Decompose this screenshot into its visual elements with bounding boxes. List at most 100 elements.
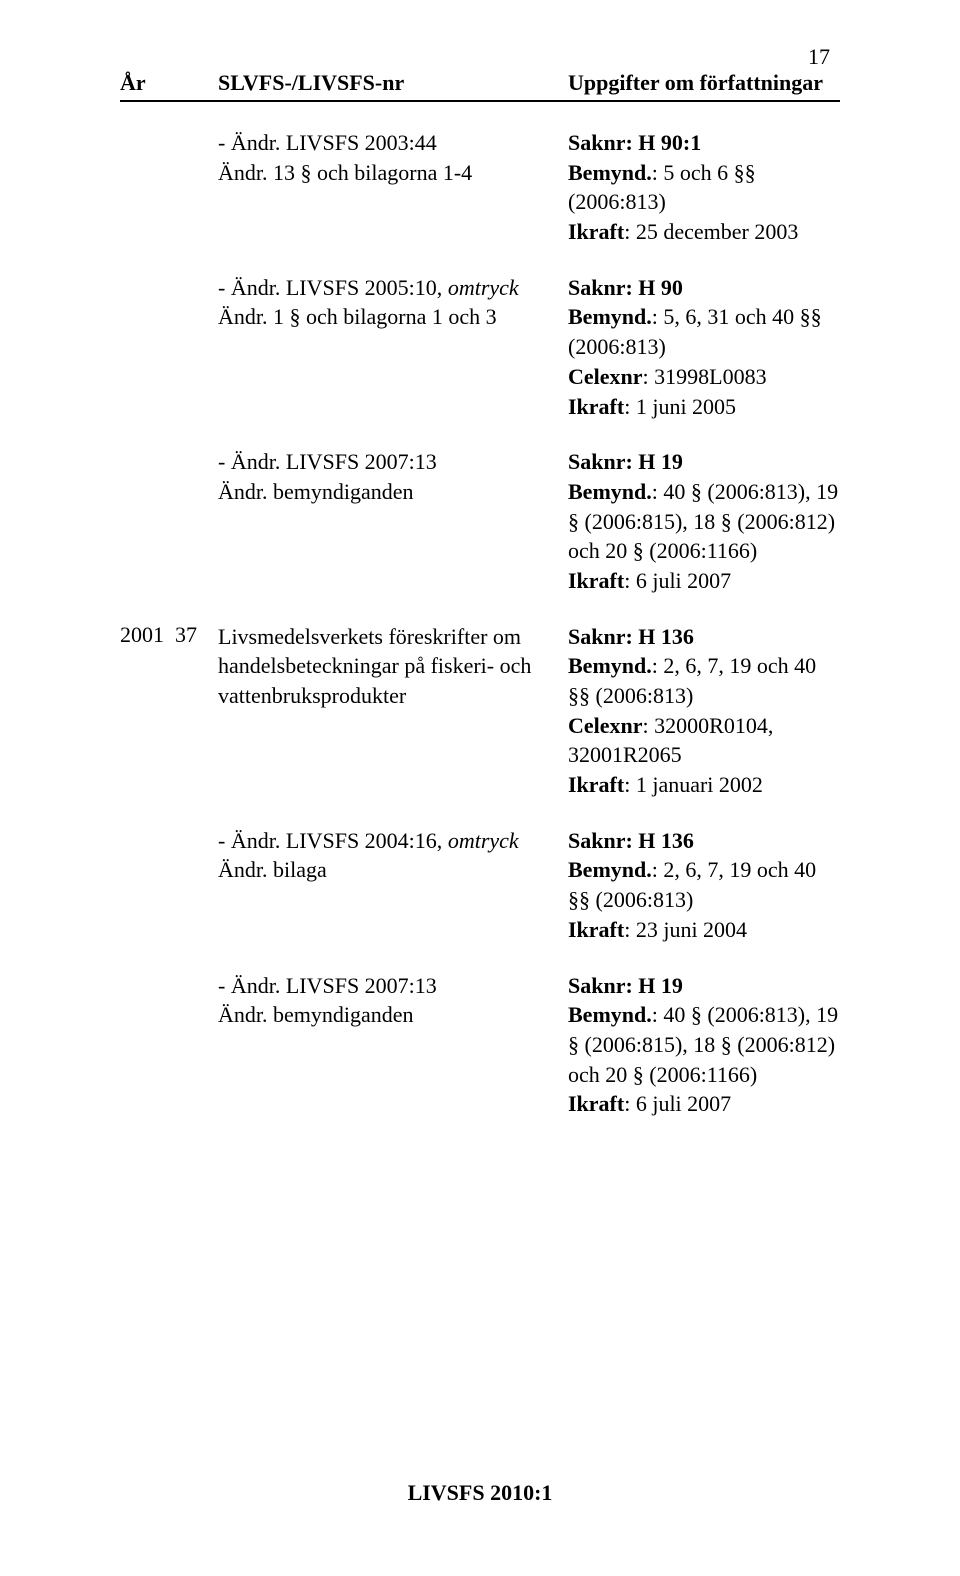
cell-slv: - Ändr. LIVSFS 2003:44 Ändr. 13 § och bi… (218, 128, 568, 247)
ikraft: Ikraft: 25 december 2003 (568, 217, 840, 247)
ikraft-text: : 1 juni 2005 (624, 394, 736, 419)
slv-text: Ändr. LIVSFS 2003:44 (231, 130, 437, 155)
ikraft-label: Ikraft (568, 917, 624, 942)
bemynd: Bemynd.: 40 § (2006:813), 19 § (2006:815… (568, 1000, 840, 1089)
cell-num (175, 826, 218, 945)
bemynd-label: Bemynd. (568, 479, 652, 504)
bemynd-label: Bemynd. (568, 1002, 652, 1027)
cell-year: 2001 (120, 622, 175, 800)
cell-info: Saknr: H 136 Bemynd.: 2, 6, 7, 19 och 40… (568, 622, 840, 800)
saknr: Saknr: H 136 (568, 826, 840, 856)
cell-year (120, 826, 175, 945)
table-row: - Ändr. LIVSFS 2007:13 Ändr. bemyndigand… (120, 447, 840, 595)
bemynd-label: Bemynd. (568, 857, 652, 882)
slv-line: - Ändr. LIVSFS 2004:16, omtryck (218, 826, 548, 856)
slv-line: - Ändr. LIVSFS 2003:44 (218, 128, 548, 158)
cell-year (120, 128, 175, 247)
slv-text: Ändr. LIVSFS 2007:13 (231, 449, 437, 474)
saknr: Saknr: H 19 (568, 447, 840, 477)
cell-num (175, 273, 218, 421)
celex-label: Celexnr (568, 364, 643, 389)
ikraft-text: : 6 juli 2007 (624, 568, 731, 593)
dash: - (218, 275, 231, 300)
slv-line: Ändr. bilaga (218, 855, 548, 885)
ikraft-label: Ikraft (568, 568, 624, 593)
cell-year (120, 971, 175, 1119)
saknr: Saknr: H 90 (568, 273, 840, 303)
bemynd-label: Bemynd. (568, 653, 652, 678)
cell-info: Saknr: H 19 Bemynd.: 40 § (2006:813), 19… (568, 971, 840, 1119)
ikraft: Ikraft: 1 januari 2002 (568, 770, 840, 800)
table-header: År SLVFS-/LIVSFS-nr Uppgifter om författ… (120, 70, 840, 102)
ikraft-text: : 1 januari 2002 (624, 772, 763, 797)
cell-num (175, 128, 218, 247)
celex-text: : 31998L0083 (643, 364, 767, 389)
page-number: 17 (808, 44, 830, 70)
table-row: - Ändr. LIVSFS 2005:10, omtryck Ändr. 1 … (120, 273, 840, 421)
table-row: - Ändr. LIVSFS 2003:44 Ändr. 13 § och bi… (120, 128, 840, 247)
cell-info: Saknr: H 90 Bemynd.: 5, 6, 31 och 40 §§ … (568, 273, 840, 421)
bemynd-label: Bemynd. (568, 160, 652, 185)
slv-text: Ändr. LIVSFS 2005:10, (231, 275, 442, 300)
dash: - (218, 828, 231, 853)
saknr: Saknr: H 136 (568, 622, 840, 652)
bemynd: Bemynd.: 40 § (2006:813), 19 § (2006:815… (568, 477, 840, 566)
cell-slv: - Ändr. LIVSFS 2007:13 Ändr. bemyndigand… (218, 447, 568, 595)
cell-slv: Livsmedelsverkets föreskrifter om handel… (218, 622, 568, 800)
table-row: 2001 37 Livsmedelsverkets föreskrifter o… (120, 622, 840, 800)
dash: - (218, 130, 231, 155)
cell-slv: - Ändr. LIVSFS 2004:16, omtryck Ändr. bi… (218, 826, 568, 945)
header-info: Uppgifter om författningar (568, 70, 840, 96)
cell-num: 37 (175, 622, 218, 800)
ikraft: Ikraft: 1 juni 2005 (568, 392, 840, 422)
ikraft-label: Ikraft (568, 1091, 624, 1116)
ikraft: Ikraft: 6 juli 2007 (568, 566, 840, 596)
header-slv: SLVFS-/LIVSFS-nr (218, 70, 568, 96)
ikraft-text: : 23 juni 2004 (624, 917, 747, 942)
cell-num (175, 971, 218, 1119)
slv-line: - Ändr. LIVSFS 2007:13 (218, 971, 548, 1001)
slv-text-italic: omtryck (442, 275, 518, 300)
slv-line: - Ändr. LIVSFS 2007:13 (218, 447, 548, 477)
header-year: År (120, 70, 175, 96)
ikraft-label: Ikraft (568, 772, 624, 797)
slv-line: Livsmedelsverkets föreskrifter om handel… (218, 622, 548, 711)
slv-text: Ändr. LIVSFS 2004:16, (231, 828, 442, 853)
bemynd-label: Bemynd. (568, 304, 652, 329)
header-num (175, 70, 218, 96)
cell-info: Saknr: H 90:1 Bemynd.: 5 och 6 §§ (2006:… (568, 128, 840, 247)
slv-text-italic: omtryck (442, 828, 518, 853)
page: 17 År SLVFS-/LIVSFS-nr Uppgifter om förf… (0, 0, 960, 1576)
celex: Celexnr: 32000R0104, 32001R2065 (568, 711, 840, 770)
slv-line: - Ändr. LIVSFS 2005:10, omtryck (218, 273, 548, 303)
table-row: - Ändr. LIVSFS 2007:13 Ändr. bemyndigand… (120, 971, 840, 1119)
slv-line: Ändr. bemyndiganden (218, 477, 548, 507)
cell-year (120, 273, 175, 421)
ikraft-label: Ikraft (568, 219, 624, 244)
cell-year (120, 447, 175, 595)
cell-info: Saknr: H 19 Bemynd.: 40 § (2006:813), 19… (568, 447, 840, 595)
cell-num (175, 447, 218, 595)
ikraft-text: : 25 december 2003 (624, 219, 798, 244)
ikraft-label: Ikraft (568, 394, 624, 419)
table-row: - Ändr. LIVSFS 2004:16, omtryck Ändr. bi… (120, 826, 840, 945)
ikraft: Ikraft: 6 juli 2007 (568, 1089, 840, 1119)
bemynd: Bemynd.: 2, 6, 7, 19 och 40 §§ (2006:813… (568, 855, 840, 914)
slv-line: Ändr. bemyndiganden (218, 1000, 548, 1030)
bemynd: Bemynd.: 5, 6, 31 och 40 §§ (2006:813) (568, 302, 840, 361)
bemynd: Bemynd.: 5 och 6 §§ (2006:813) (568, 158, 840, 217)
saknr: Saknr: H 19 (568, 971, 840, 1001)
slv-text: Ändr. LIVSFS 2007:13 (231, 973, 437, 998)
slv-line: Ändr. 1 § och bilagorna 1 och 3 (218, 302, 548, 332)
ikraft-text: : 6 juli 2007 (624, 1091, 731, 1116)
saknr: Saknr: H 90:1 (568, 128, 840, 158)
cell-slv: - Ändr. LIVSFS 2007:13 Ändr. bemyndigand… (218, 971, 568, 1119)
celex: Celexnr: 31998L0083 (568, 362, 840, 392)
cell-info: Saknr: H 136 Bemynd.: 2, 6, 7, 19 och 40… (568, 826, 840, 945)
slv-line: Ändr. 13 § och bilagorna 1-4 (218, 158, 548, 188)
dash: - (218, 973, 231, 998)
celex-label: Celexnr (568, 713, 643, 738)
dash: - (218, 449, 231, 474)
cell-slv: - Ändr. LIVSFS 2005:10, omtryck Ändr. 1 … (218, 273, 568, 421)
footer: LIVSFS 2010:1 (0, 1480, 960, 1506)
